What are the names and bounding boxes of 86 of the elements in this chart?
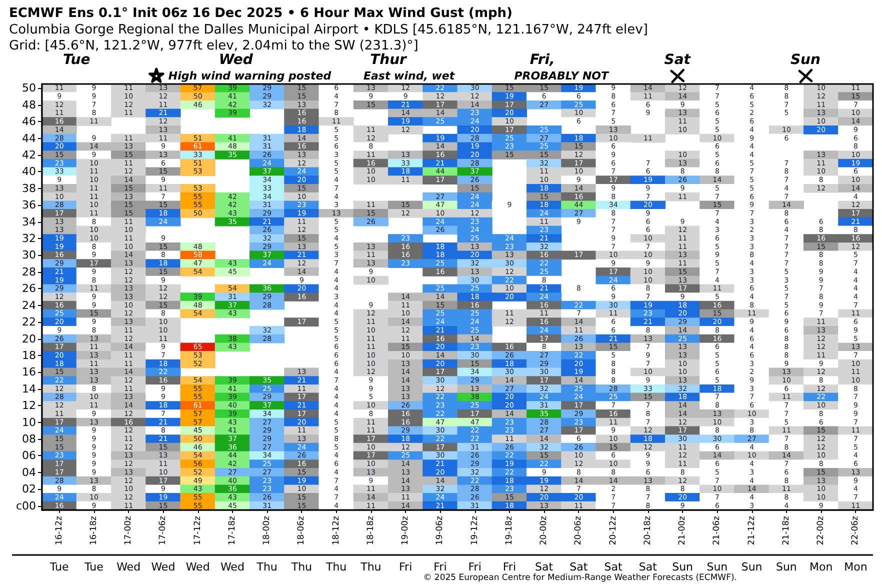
y-tick-label: 50: [22, 82, 36, 95]
text: Thur: [370, 52, 408, 68]
x-tick-label: 20-00z: [539, 515, 550, 546]
y-tick-label: 12: [22, 399, 36, 412]
y-tick-label: 26: [22, 282, 36, 296]
text: Sun: [776, 560, 797, 574]
x-tick-label: 17-18z: [227, 515, 238, 546]
text: Thu: [360, 560, 382, 574]
y-tick-label: 32: [22, 232, 36, 246]
text: Fri: [399, 560, 412, 574]
y-tick-label: 16: [22, 366, 36, 379]
text: Fri: [434, 560, 447, 574]
y-tick-label: 18: [22, 348, 36, 362]
text: Sat: [535, 560, 554, 574]
x-tick-label: 20-18z: [642, 515, 653, 546]
y-tick-label: 30: [22, 248, 36, 262]
text: Wed: [151, 560, 176, 574]
y-tick-label: 36: [22, 198, 36, 212]
text: Sat: [664, 52, 692, 68]
x-tick-label: 18-06z: [296, 515, 307, 546]
x-tick-label: 22-00z: [816, 515, 826, 546]
text: Fri,: [530, 52, 555, 68]
x-tick-label: 16-12z: [54, 515, 64, 546]
x-tick-label: 19-12z: [470, 515, 480, 546]
text: Sat: [638, 560, 658, 574]
text: Sat: [570, 560, 588, 574]
y-tick-label: 28: [22, 265, 36, 278]
text: Sun: [706, 560, 728, 574]
text: © 2025 European Centre for Medium-Range Weather Forecasts (ECMWF).: [423, 573, 737, 583]
text: East wind, wet: [363, 70, 456, 82]
text: Fri: [502, 560, 516, 574]
x-tick-label: 17-12z: [192, 515, 203, 546]
text: Wed: [220, 560, 244, 574]
text: Tue: [48, 560, 69, 574]
text: Fri: [468, 560, 482, 574]
x-tick-label: 18-12z: [331, 515, 342, 546]
text: Mon: [844, 560, 868, 574]
chart-title: ECMWF Ens 0.1° Init 06z 16 Dec 2025 • 6 Hour Max Wind Gust (mph): [9, 6, 512, 21]
text: Sat: [604, 560, 624, 574]
x-tick-label: 20-12z: [608, 515, 618, 546]
x-tick-label: 21-18z: [781, 515, 792, 546]
text: Sun: [741, 560, 762, 574]
text: Sun: [672, 560, 694, 574]
y-tick-label: c00: [16, 499, 36, 512]
x-tick-label: 16-18z: [88, 515, 99, 546]
text: Wed: [186, 560, 210, 574]
x-tick-label: 19-18z: [504, 515, 514, 546]
y-tick-label: 38: [22, 182, 36, 195]
y-tick-label: 22: [22, 316, 36, 329]
text: Thu: [324, 560, 347, 574]
y-tick-label: 08: [22, 432, 36, 446]
x-tick-label: 17-06z: [158, 515, 168, 546]
chart-subtitle: Columbia Gorge Regional the Dalles Municipal Airport • KDLS [45.6185°N, 121.167°W, 247ft elev] Grid: [45.6°N, 121.2°W, 977ft elev, 2.04mi to the SW (231.3)°]: [9, 22, 648, 54]
y-tick-label: 44: [22, 132, 36, 145]
x-tick-label: 21-00z: [678, 515, 688, 546]
text: High wind warning posted: [168, 70, 332, 82]
x-tick-label: 20-06z: [574, 515, 584, 546]
y-tick-label: 48: [22, 98, 36, 112]
y-tick-label: 10: [22, 416, 36, 429]
x-tick-label: 19-06z: [435, 515, 446, 546]
x-tick-label: 21-12z: [746, 515, 757, 546]
x-tick-label: 19-00z: [400, 515, 411, 546]
x-tick-label: 17-00z: [124, 515, 134, 546]
text: Sun: [790, 52, 821, 68]
x-tick-label: 22-06z: [850, 515, 861, 546]
text: Thu: [256, 560, 278, 574]
text: Wed: [116, 560, 141, 574]
y-tick-label: 42: [22, 148, 36, 162]
text: Wed: [218, 52, 254, 68]
y-tick-label: 06: [22, 449, 36, 462]
x-tick-label: 21-06z: [712, 515, 722, 546]
text: PROBABLY NOT: [514, 70, 610, 82]
text: Tue: [84, 560, 104, 574]
text: Thu: [290, 560, 312, 574]
y-tick-label: 04: [22, 466, 36, 479]
y-tick-label: 02: [22, 482, 36, 496]
y-tick-label: 24: [22, 298, 36, 312]
text: Tue: [63, 52, 90, 68]
y-tick-label: 34: [22, 215, 36, 228]
y-tick-label: 20: [22, 332, 36, 346]
x-tick-label: 18-18z: [366, 515, 376, 546]
y-tick-label: 40: [22, 165, 36, 178]
y-tick-label: 46: [22, 115, 36, 128]
x-tick-label: 18-00z: [262, 515, 272, 546]
text: Mon: [809, 560, 833, 574]
y-tick-label: 14: [22, 382, 36, 396]
